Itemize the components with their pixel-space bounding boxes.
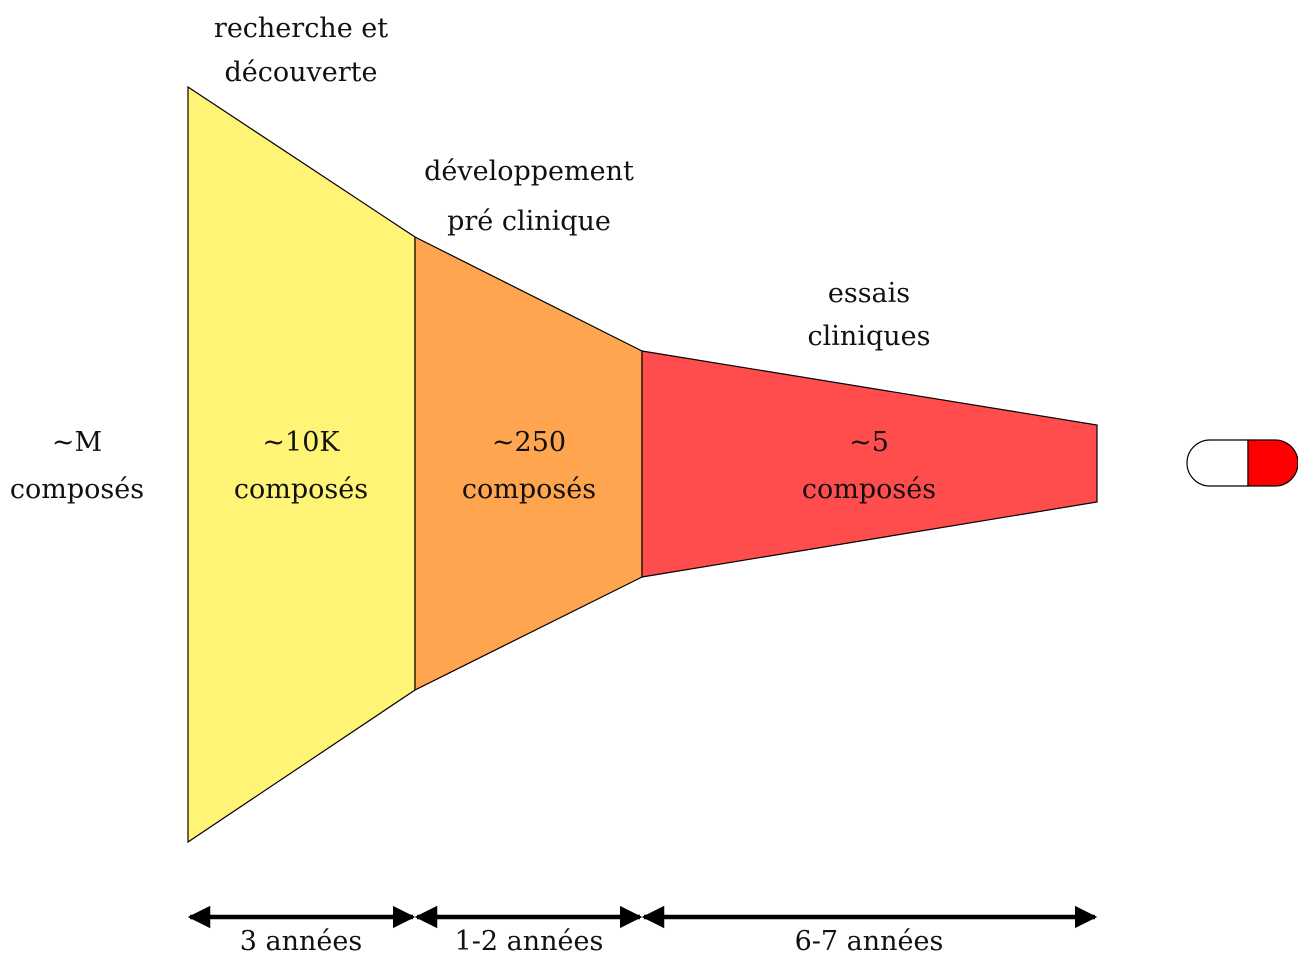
capsule-left-half bbox=[1186, 439, 1249, 487]
duration-label-stage-3: 6-7 années bbox=[795, 926, 944, 954]
capsule-icon bbox=[1186, 439, 1298, 487]
stage-count-unit: composés bbox=[462, 474, 596, 505]
stage-title-line2: pré clinique bbox=[447, 206, 611, 237]
stage-title-line2: découverte bbox=[225, 57, 378, 88]
stage-count-amount: ~10K bbox=[262, 427, 340, 458]
input-label-unit: composés bbox=[10, 474, 144, 505]
duration-timeline: 3 années 1-2 années 6-7 années bbox=[187, 905, 1098, 954]
stage-title-line1: essais bbox=[828, 278, 910, 309]
stage-title-line1: recherche et bbox=[214, 13, 388, 44]
stage-title-line2: cliniques bbox=[808, 321, 931, 352]
duration-label-stage-1: 3 années bbox=[240, 926, 362, 954]
stage-clinical-trials: essais cliniques ~5 composés bbox=[641, 278, 1098, 578]
input-label: ~M composés bbox=[10, 427, 144, 505]
duration-label-stage-2: 1-2 années bbox=[455, 926, 604, 954]
stage-count-amount: ~5 bbox=[849, 427, 889, 458]
stage-title-line1: développement bbox=[424, 156, 634, 187]
input-label-amount: ~M bbox=[52, 427, 102, 458]
stage-count-unit: composés bbox=[802, 474, 936, 505]
capsule-right-half bbox=[1247, 439, 1298, 487]
stage-count-unit: composés bbox=[234, 474, 368, 505]
funnel-segment-clinical bbox=[641, 350, 1098, 578]
stage-count-amount: ~250 bbox=[492, 427, 566, 458]
funnel-segment-research bbox=[187, 85, 416, 844]
stage-research-discovery: recherche et découverte ~10K composés bbox=[187, 13, 416, 844]
stage-preclinical-development: développement pré clinique ~250 composés bbox=[414, 156, 643, 691]
funnel-segment-preclinical bbox=[414, 236, 643, 691]
